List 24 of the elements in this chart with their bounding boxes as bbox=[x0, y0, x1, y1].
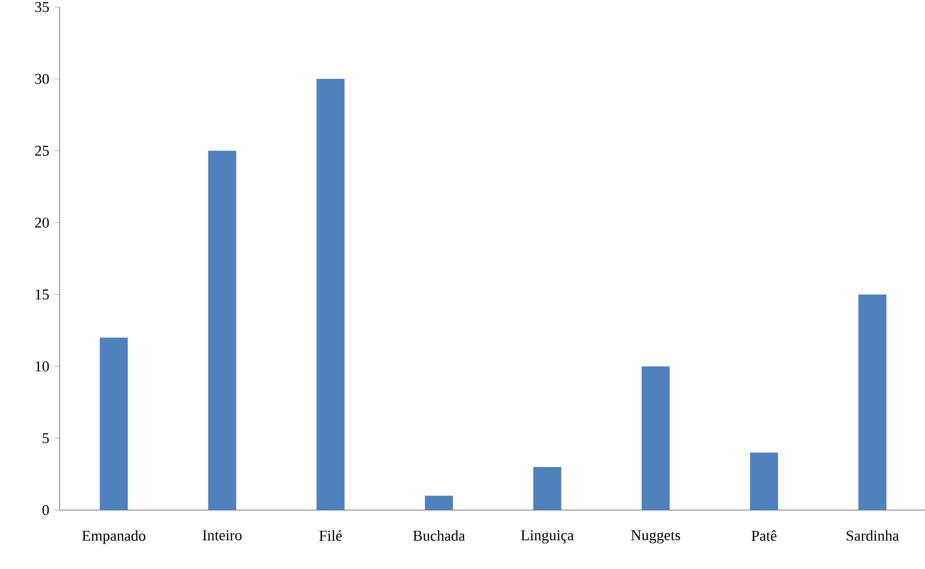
x-tick-label: Buchada bbox=[413, 530, 465, 541]
y-tick-label: 10 bbox=[36, 361, 49, 372]
y-tick-label: 15 bbox=[36, 289, 49, 300]
bar bbox=[424, 496, 453, 510]
bar bbox=[642, 366, 670, 510]
x-tick-label: Empanado bbox=[82, 530, 146, 544]
bar bbox=[208, 150, 236, 510]
x-tick-label: Inteiro bbox=[202, 530, 242, 540]
y-tick-label: 35 bbox=[35, 2, 49, 12]
x-tick-label: Patê bbox=[752, 530, 776, 541]
y-tick-label: 25 bbox=[35, 146, 49, 156]
x-tick-label: Nuggets bbox=[631, 530, 680, 544]
x-tick-label: Sardinha bbox=[846, 530, 899, 541]
bar bbox=[750, 452, 778, 510]
bar bbox=[858, 294, 886, 510]
x-tick-label: Filé bbox=[319, 530, 342, 541]
x-tick-label: Linguiça bbox=[521, 530, 574, 544]
y-tick-label: 5 bbox=[42, 433, 49, 444]
y-tick-label: 20 bbox=[35, 218, 49, 228]
y-tick-label: 0 bbox=[42, 505, 49, 516]
bar bbox=[533, 466, 562, 510]
bar bbox=[316, 78, 345, 510]
y-tick-label: 30 bbox=[35, 74, 49, 84]
bar bbox=[100, 338, 128, 510]
